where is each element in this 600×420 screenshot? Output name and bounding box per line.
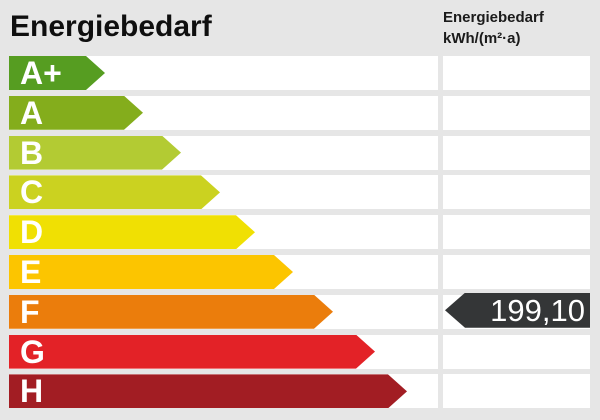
value-cell — [443, 374, 590, 409]
scale-row-a-plus: A+ — [9, 56, 590, 90]
unit-label: kWh/(m²·a) — [443, 30, 521, 47]
value-cell: 199,10 — [443, 292, 590, 329]
class-arrow-a: A — [9, 96, 143, 130]
class-arrow-g: G — [9, 335, 375, 369]
class-arrow-f: F — [9, 295, 333, 329]
energy-scale: A+ A B C — [9, 56, 590, 409]
row-band-main: A+ — [9, 56, 438, 90]
class-arrow-c: C — [9, 175, 220, 209]
scale-row-f: F 199,10 — [9, 292, 590, 329]
class-arrow-d: D — [9, 215, 255, 249]
value-badge: 199,10 — [445, 292, 590, 328]
row-band-main: E — [9, 254, 438, 289]
class-label: D — [20, 214, 44, 251]
unit-block: Energiebedarf kWh/(m²·a) — [443, 7, 544, 49]
value-cell — [443, 215, 590, 250]
scale-row-c: C — [9, 175, 590, 210]
scale-row-e: E — [9, 254, 590, 289]
scale-row-g: G — [9, 334, 590, 369]
class-label: E — [20, 253, 42, 290]
class-label: A+ — [20, 55, 62, 91]
class-arrow-h: H — [9, 374, 407, 408]
class-label: H — [20, 373, 44, 410]
unit-title: Energiebedarf — [443, 9, 544, 26]
row-band-main: H — [9, 374, 438, 409]
class-label: G — [20, 333, 45, 370]
badge-value-text: 199,10 — [490, 292, 585, 328]
class-label: B — [20, 134, 44, 171]
row-band-main: G — [9, 334, 438, 369]
page-title: Energiebedarf — [10, 10, 212, 43]
scale-row-a: A — [9, 95, 590, 130]
value-cell — [443, 254, 590, 289]
scale-row-b: B — [9, 135, 590, 170]
row-band-main: B — [9, 135, 438, 170]
row-band-main: C — [9, 175, 438, 210]
class-arrow-b: B — [9, 136, 181, 170]
row-band-main: A — [9, 95, 438, 130]
class-label: A — [20, 94, 44, 131]
row-band-main: D — [9, 215, 438, 250]
value-cell — [443, 135, 590, 170]
value-cell — [443, 334, 590, 369]
row-band-main: F — [9, 294, 438, 329]
value-cell — [443, 56, 590, 90]
class-label: C — [20, 174, 44, 211]
value-cell — [443, 95, 590, 130]
scale-row-d: D — [9, 215, 590, 250]
class-label: F — [20, 293, 40, 330]
class-arrow-a-plus: A+ — [9, 56, 105, 90]
class-arrow-e: E — [9, 255, 293, 289]
scale-row-h: H — [9, 374, 590, 409]
value-cell — [443, 175, 590, 210]
